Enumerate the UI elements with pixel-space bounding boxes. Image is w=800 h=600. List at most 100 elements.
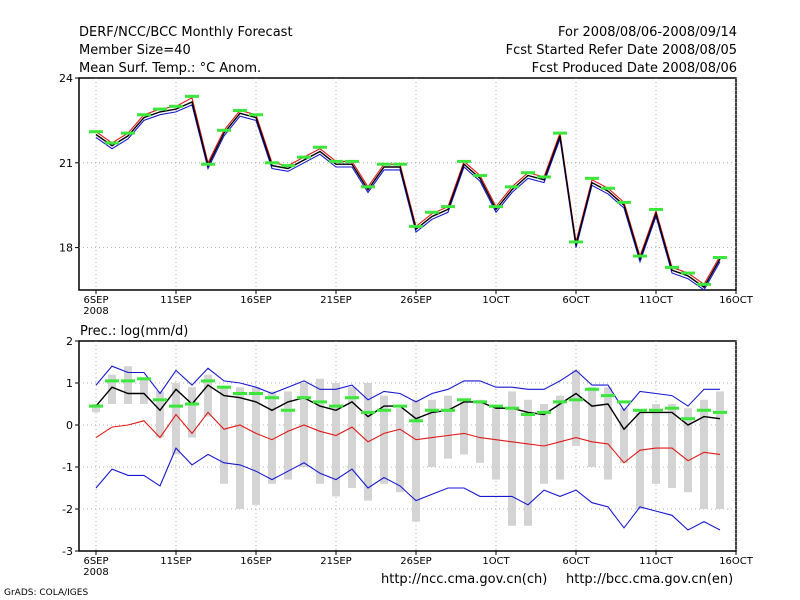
series-ensemble-mean bbox=[95, 101, 721, 289]
spread-box bbox=[396, 408, 404, 493]
reference-marker bbox=[361, 185, 375, 189]
title-line-1: DERF/NCC/BCC Monthly Forecast bbox=[79, 25, 293, 40]
series-ensemble-mean bbox=[95, 384, 721, 431]
reference-marker bbox=[217, 128, 231, 132]
spread-box bbox=[444, 395, 452, 459]
reference-marker bbox=[249, 113, 263, 117]
spread-box bbox=[140, 378, 148, 404]
title-line-3: Mean Surf. Temp.: °C Anom. bbox=[79, 61, 262, 76]
reference-marker bbox=[121, 131, 135, 135]
reference-marker bbox=[345, 159, 359, 163]
x-tick-label: 11SEP bbox=[160, 556, 191, 567]
reference-marker bbox=[457, 159, 471, 163]
reference-marker bbox=[473, 174, 487, 178]
x-tick-label: 1OCT bbox=[482, 295, 510, 306]
reference-marker bbox=[505, 185, 519, 189]
x-tick-label: 6SEP bbox=[83, 295, 108, 306]
reference-marker bbox=[393, 404, 407, 408]
x-tick-label: 6OCT bbox=[562, 295, 590, 306]
spread-box bbox=[540, 404, 548, 484]
precip-title: Prec.: log(mm/d) bbox=[80, 324, 188, 339]
reference-marker bbox=[265, 161, 279, 165]
reference-marker bbox=[697, 282, 711, 286]
reference-marker bbox=[409, 419, 423, 423]
spread-box bbox=[252, 387, 260, 505]
fcst-started-date: Fcst Started Refer Date 2008/08/05 bbox=[505, 43, 737, 58]
reference-marker bbox=[441, 205, 455, 209]
y-tick-label: 24 bbox=[59, 72, 73, 85]
reference-marker bbox=[713, 410, 727, 414]
ncc-url[interactable]: http://ncc.cma.gov.cn(ch) bbox=[381, 572, 548, 587]
reference-marker bbox=[233, 392, 247, 395]
plot-frame bbox=[78, 77, 737, 291]
spread-box bbox=[492, 408, 500, 480]
reference-marker bbox=[297, 396, 311, 400]
reference-marker bbox=[313, 145, 327, 149]
reference-marker bbox=[105, 379, 119, 383]
reference-marker bbox=[601, 394, 615, 398]
reference-marker bbox=[153, 107, 167, 111]
series-member-blue bbox=[95, 104, 721, 291]
reference-marker bbox=[617, 400, 631, 404]
spread-box bbox=[508, 391, 516, 526]
spread-box bbox=[684, 408, 692, 493]
reference-marker bbox=[665, 406, 679, 410]
y-tick-label: 18 bbox=[59, 242, 73, 255]
reference-marker bbox=[249, 392, 263, 395]
reference-marker bbox=[201, 379, 215, 383]
reference-marker bbox=[649, 408, 663, 412]
reference-marker bbox=[473, 400, 487, 404]
reference-marker bbox=[425, 408, 439, 412]
reference-marker bbox=[217, 385, 231, 389]
spread-box bbox=[332, 383, 340, 497]
reference-marker bbox=[169, 104, 183, 108]
series-lower-blue bbox=[95, 447, 721, 531]
reference-marker bbox=[345, 396, 359, 400]
reference-marker bbox=[537, 410, 551, 414]
reference-marker bbox=[617, 200, 631, 204]
bcc-url[interactable]: http://bcc.cma.gov.cn(en) bbox=[566, 572, 734, 587]
fcst-produced-date: Fcst Produced Date 2008/08/06 bbox=[531, 61, 737, 76]
reference-marker bbox=[681, 417, 695, 421]
reference-marker bbox=[89, 130, 103, 134]
reference-marker bbox=[489, 404, 503, 408]
series-lower-red bbox=[95, 411, 721, 464]
spread-box bbox=[156, 391, 164, 438]
x-tick-label: 11SEP bbox=[160, 295, 191, 306]
reference-marker bbox=[585, 387, 599, 391]
reference-marker bbox=[297, 155, 311, 159]
reference-marker bbox=[601, 186, 615, 190]
x-year-label: 2008 bbox=[83, 306, 108, 317]
spread-box bbox=[700, 399, 708, 509]
spread-box bbox=[348, 387, 356, 488]
x-tick-label: 16SEP bbox=[240, 295, 271, 306]
forecast-period: For 2008/08/06-2008/09/14 bbox=[558, 25, 737, 40]
spread-box bbox=[572, 370, 580, 446]
reference-marker bbox=[89, 404, 103, 408]
spread-box bbox=[604, 387, 612, 480]
y-tick-label: 0 bbox=[66, 419, 73, 432]
x-tick-label: 26SEP bbox=[400, 295, 431, 306]
grads-credit: GrADS: COLA/IGES bbox=[4, 588, 89, 598]
x-tick-label: 11OCT bbox=[639, 556, 674, 567]
spread-box bbox=[460, 399, 468, 455]
reference-marker bbox=[633, 408, 647, 412]
title-line-2: Member Size=40 bbox=[79, 43, 191, 58]
spread-box bbox=[268, 391, 276, 484]
reference-marker bbox=[441, 408, 455, 412]
x-tick-label: 21SEP bbox=[320, 556, 351, 567]
reference-marker bbox=[169, 404, 183, 408]
reference-marker bbox=[105, 141, 119, 145]
spread-box bbox=[412, 399, 420, 522]
x-tick-label: 16SEP bbox=[240, 556, 271, 567]
reference-marker bbox=[281, 408, 295, 412]
x-tick-label: 26SEP bbox=[400, 556, 431, 567]
reference-marker bbox=[505, 406, 519, 410]
reference-marker bbox=[201, 162, 215, 166]
x-tick-label: 1OCT bbox=[482, 556, 510, 567]
reference-marker bbox=[489, 205, 503, 209]
spread-box bbox=[428, 399, 436, 467]
spread-box bbox=[668, 404, 676, 488]
y-tick-label: -2 bbox=[62, 503, 73, 516]
